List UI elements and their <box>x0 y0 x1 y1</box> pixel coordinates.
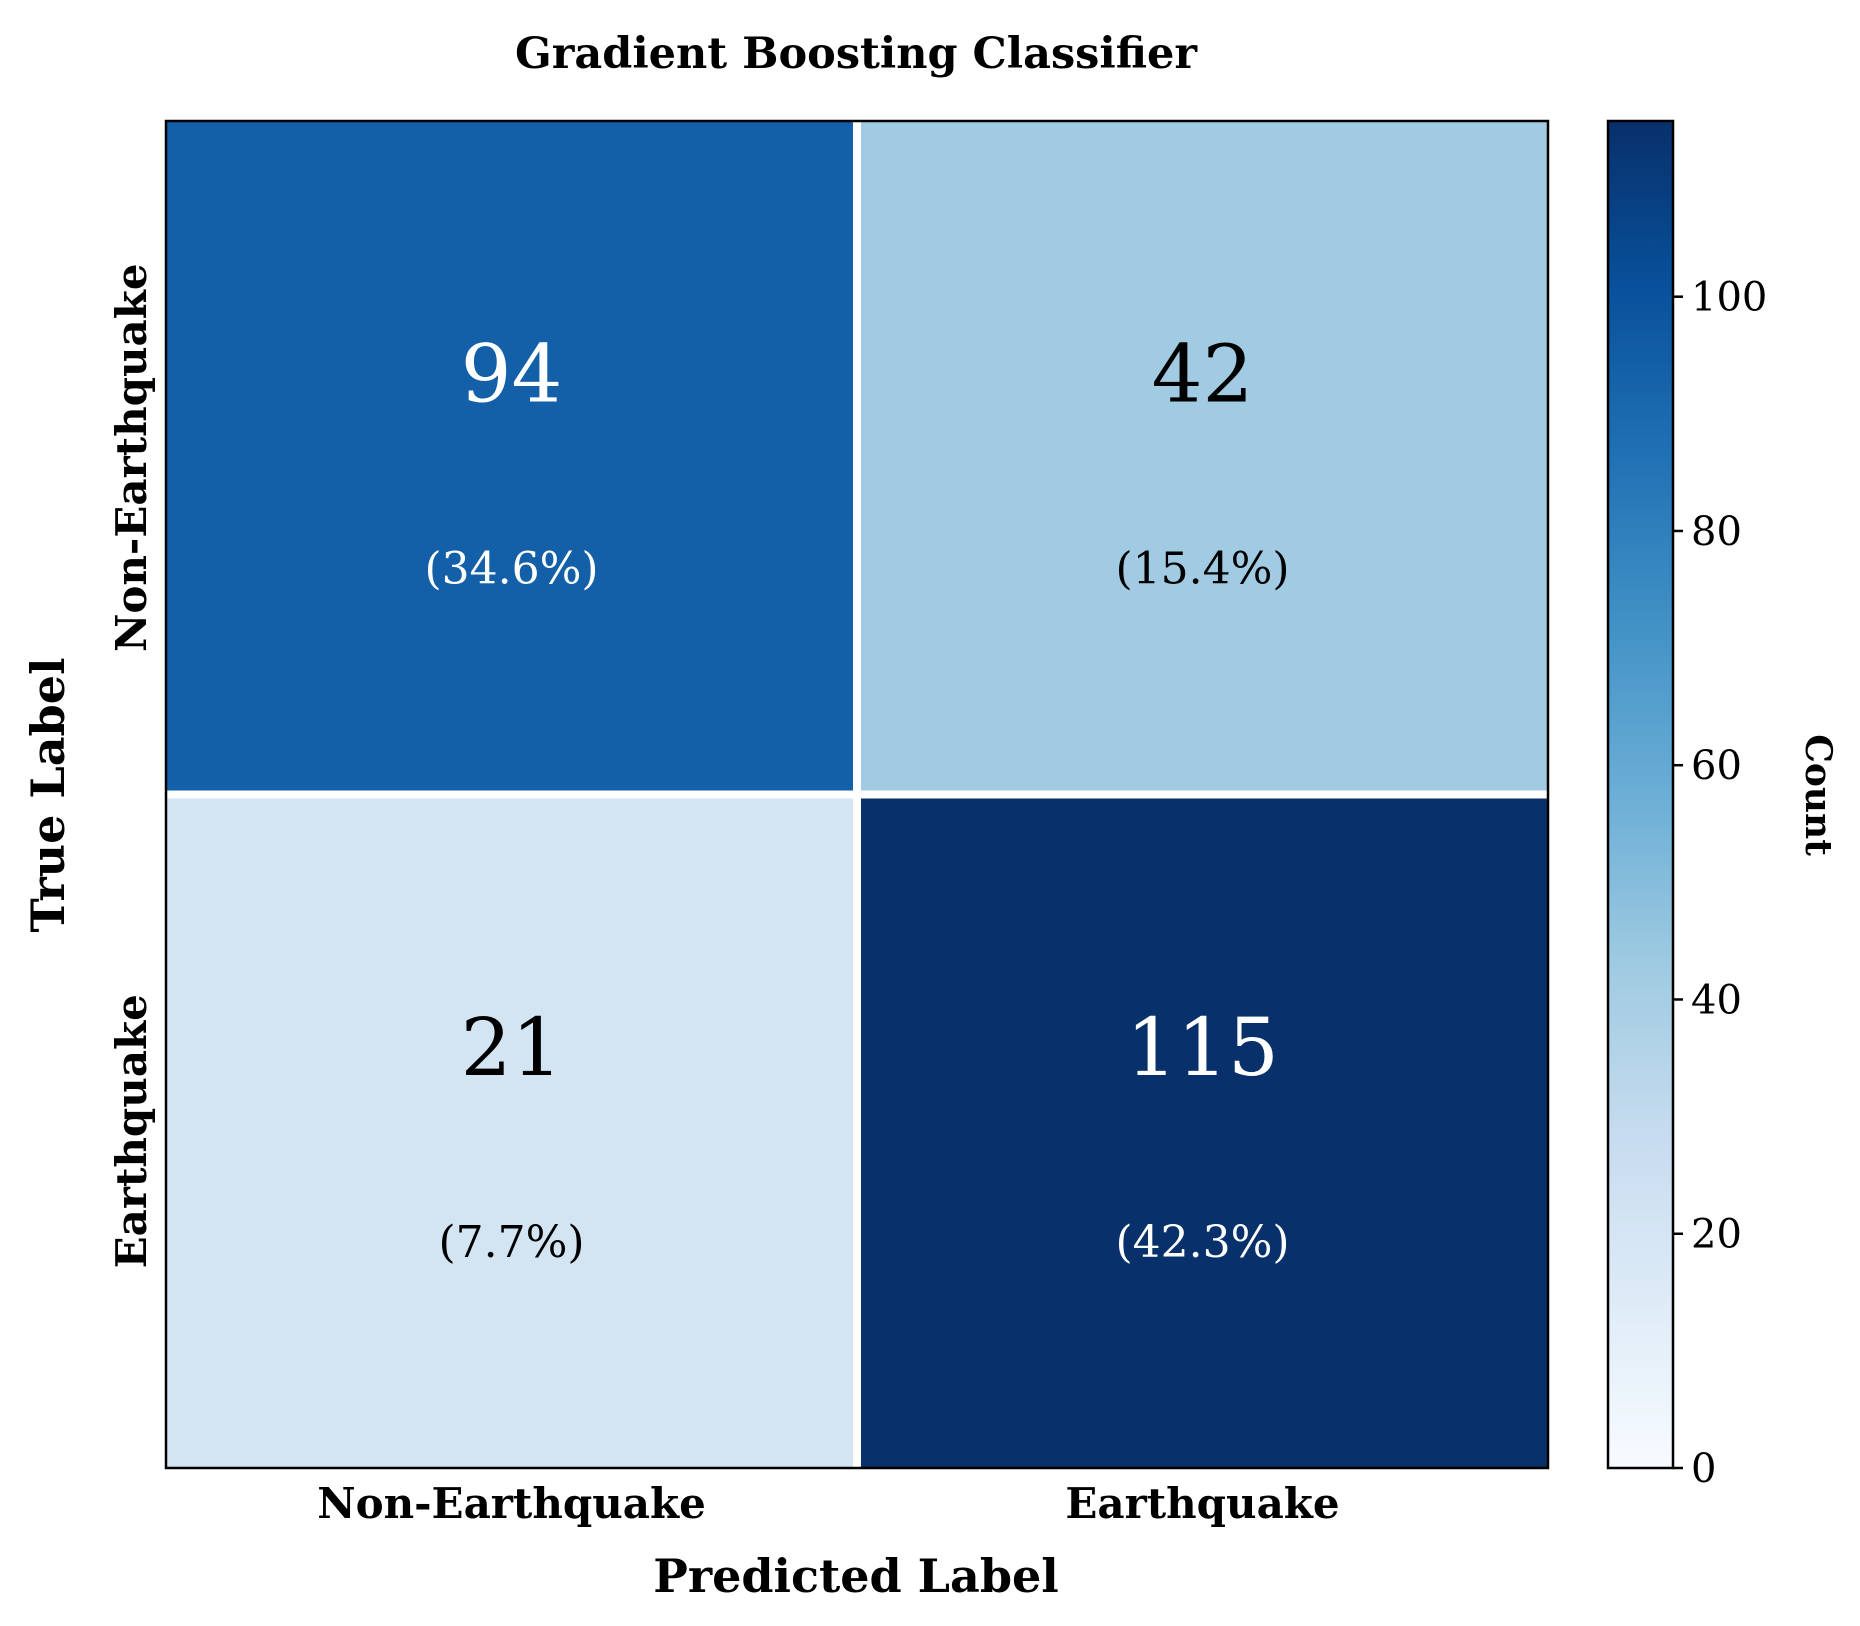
colorbar-tick-label: 0 <box>1691 1446 1716 1492</box>
colorbar-tick-label: 80 <box>1691 509 1742 555</box>
x-axis-ticks: Non-Earthquake Earthquake <box>317 1479 1339 1528</box>
colorbar-label: Count <box>1797 734 1839 856</box>
y-axis-ticks: Non-Earthquake Earthquake <box>107 263 156 1268</box>
heatmap-cell <box>861 121 1548 791</box>
cell-count-label: 115 <box>1126 1001 1279 1094</box>
cell-count-label: 21 <box>461 1001 563 1094</box>
colorbar-ticks: 0 20 40 60 80 100 <box>1673 275 1767 1492</box>
x-tick-label: Non-Earthquake <box>317 1479 706 1528</box>
cell-percent-label: (42.3%) <box>1115 1217 1289 1268</box>
cell-percent-label: (7.7%) <box>438 1217 584 1268</box>
y-axis-label: True Label <box>21 658 75 933</box>
x-axis-label: Predicted Label <box>653 1549 1059 1603</box>
plot-frame <box>164 119 1550 1470</box>
heatmap-cell <box>166 798 853 1468</box>
cell-count-label: 42 <box>1152 328 1254 421</box>
y-tick-label: Non-Earthquake <box>107 263 156 652</box>
colorbar-tick-label: 40 <box>1691 977 1742 1023</box>
x-tick-label: Earthquake <box>1065 1479 1339 1528</box>
heatmap-cell <box>166 121 853 791</box>
colorbar-tick-label: 100 <box>1691 275 1767 321</box>
heatmap-cells: 94 (34.6%) 42 (15.4%) 21 (7.7%) 115 (42.3%) <box>166 121 1548 1468</box>
cell-percent-label: (15.4%) <box>1115 544 1289 595</box>
cell-percent-label: (34.6%) <box>424 544 598 595</box>
heatmap-cell <box>861 798 1548 1468</box>
chart-title: Gradient Boosting Classifier <box>515 29 1198 79</box>
y-tick-label: Earthquake <box>107 994 156 1268</box>
colorbar <box>1606 119 1675 1470</box>
cell-count-label: 94 <box>461 328 563 421</box>
colorbar-tick-label: 60 <box>1691 743 1742 789</box>
colorbar-tick-label: 20 <box>1691 1212 1742 1258</box>
